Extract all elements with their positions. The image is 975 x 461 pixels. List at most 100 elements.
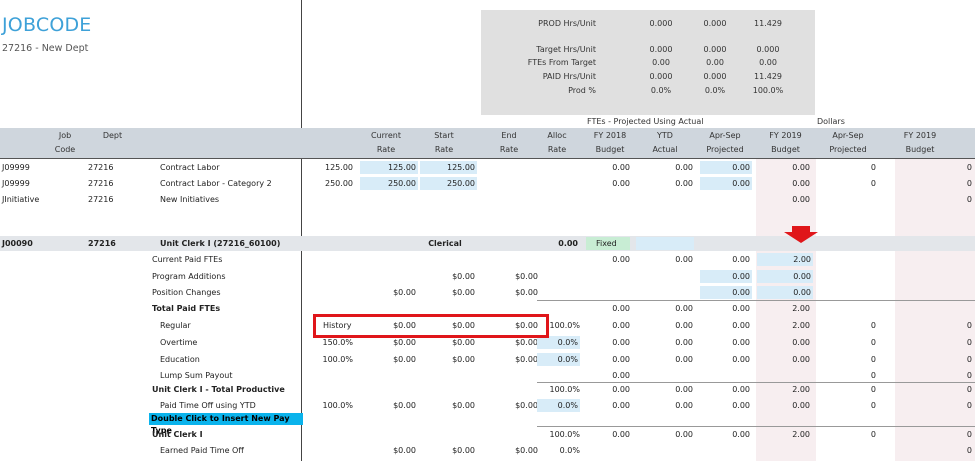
cell-text: 0.000 [703, 72, 727, 81]
table-cell: 100.0% [322, 401, 353, 410]
table-cell: History [323, 321, 352, 330]
table-cell: 0.00 [792, 163, 810, 172]
table-cell: Regular [160, 321, 191, 330]
alloc-rate-field[interactable]: 0.0% [537, 353, 580, 366]
col-header-fy2018-budget[interactable]: FY 2018 Budget [586, 129, 634, 157]
col-header-ytd-actual[interactable]: YTD Actual [640, 129, 690, 157]
start-rate-field[interactable]: 125.00 [420, 161, 477, 174]
table-cell: 0.00 [675, 163, 693, 172]
col-header-alloc-rate[interactable]: Alloc Rate [537, 129, 577, 157]
col-header-end-rate[interactable]: End Rate [478, 129, 540, 157]
table-cell: Lump Sum Payout [160, 371, 233, 380]
alloc-rate-field[interactable]: 0.0% [537, 336, 580, 349]
cell-text: Actual [652, 145, 678, 154]
table-cell: 0.00 [612, 255, 630, 264]
cell-text: End [501, 131, 517, 140]
cell-text: 0.000 [703, 19, 727, 28]
table-cell: 0.00 [675, 304, 693, 313]
col-header-dept[interactable]: Dept [90, 129, 135, 143]
table-cell: 0.00 [792, 195, 810, 204]
table-cell: J00090 [2, 239, 33, 248]
table-cell: $0.00 [452, 446, 475, 455]
cell-text: FY 2019 [769, 131, 802, 140]
table-cell: 0.00 [732, 321, 750, 330]
dollars-fy2019-column-shade [895, 159, 975, 461]
insert-pay-type-button[interactable]: Double Click to Insert New Pay Type [149, 413, 303, 435]
table-cell: 250.00 [325, 179, 353, 188]
cell-text: 11.429 [754, 72, 782, 81]
col-header-aprsep-projected[interactable]: Apr-Sep Projected [700, 129, 750, 157]
table-cell: 0.00 [612, 401, 630, 410]
column-header: Job Code Dept Current Rate Start Rate End Ra… [0, 128, 975, 158]
table-cell: $0.00 [452, 272, 475, 281]
cell-text: 0.0% [704, 86, 726, 95]
table-cell: $0.00 [393, 355, 416, 364]
table-cell: $0.00 [452, 321, 475, 330]
col-header-start-rate[interactable]: Start Rate [414, 129, 474, 157]
cell-text: Rate [547, 145, 567, 154]
projected-field[interactable]: 0.00 [700, 177, 752, 190]
summary-row: PROD Hrs/Unit 0.000 0.000 11.429 [481, 18, 815, 29]
table-cell: $0.00 [515, 288, 538, 297]
table-cell: 0 [966, 355, 972, 364]
projected-field[interactable]: 0.00 [700, 161, 752, 174]
highlight-box [313, 314, 549, 338]
table-cell: 0.00 [612, 304, 630, 313]
cell-text: Rate [434, 145, 454, 154]
table-cell: $0.00 [515, 321, 538, 330]
cell-text: 0.000 [649, 19, 673, 28]
cell-text: Job [58, 131, 72, 140]
cell-text: Budget [905, 145, 935, 154]
table-cell: New Initiatives [160, 195, 220, 204]
section-label-dollars: Dollars [817, 117, 845, 126]
cell-text: Apr-Sep [832, 131, 864, 140]
table-cell: Contract Labor [160, 163, 220, 172]
table-cell: 0 [870, 371, 876, 380]
table-cell: Contract Labor - Category 2 [160, 179, 272, 188]
cell-text: Budget [771, 145, 800, 154]
table-cell: $0.00 [515, 401, 538, 410]
col-header-job[interactable]: Job Code [40, 129, 90, 157]
cell-text: 0.000 [756, 45, 780, 54]
table-cell: 0 [870, 338, 876, 347]
red-arrow-down-icon [784, 226, 818, 243]
table-cell: 100.0% [549, 430, 580, 439]
col-header-fy2019-budget[interactable]: FY 2019 Budget [758, 129, 813, 157]
start-rate-field[interactable]: 250.00 [420, 177, 477, 190]
fy2019-budget-field[interactable]: 0.00 [757, 286, 813, 299]
table-cell: $0.00 [515, 446, 538, 455]
alloc-rate-field[interactable]: 0.0% [537, 399, 580, 412]
projected-field[interactable]: 0.00 [700, 270, 752, 283]
cell-text: YTD [657, 131, 673, 140]
col-header-current-rate[interactable]: Current Rate [360, 129, 412, 157]
table-cell: 2.00 [792, 304, 810, 313]
col-header-dollars-aprsep[interactable]: Apr-Sep Projected [818, 129, 878, 157]
table-cell: 150.0% [322, 338, 353, 347]
table-cell: 0.00 [732, 401, 750, 410]
table-cell: 0.00 [675, 255, 693, 264]
current-rate-field[interactable]: 125.00 [360, 161, 418, 174]
table-cell: 0.00 [612, 430, 630, 439]
projected-field[interactable]: 0.00 [700, 286, 752, 299]
summary-row: Prod % 0.0% 0.0% 100.0% [481, 85, 815, 96]
table-cell: $0.00 [515, 355, 538, 364]
fy2019-budget-field[interactable]: 2.00 [757, 253, 813, 266]
table-cell: 27216 [88, 179, 114, 188]
col-header-dollars-fy2019[interactable]: FY 2019 Budget [890, 129, 950, 157]
status-entry-field[interactable] [636, 237, 694, 250]
fy2019-budget-field[interactable]: 0.00 [757, 270, 813, 283]
table-cell: 0 [966, 401, 972, 410]
table-cell: Earned Paid Time Off [160, 446, 244, 455]
cell-text: 0.000 [649, 72, 673, 81]
group-header-row[interactable]: J00090 27216 Unit Clerk I (27216_60100) … [0, 236, 975, 251]
fixed-status[interactable]: Fixed [586, 237, 630, 250]
table-cell: 2.00 [792, 321, 810, 330]
table-cell: 0.00 [732, 304, 750, 313]
table-cell: 0.00 [612, 385, 630, 394]
table-cell: 0 [966, 371, 972, 380]
table-cell: 27216 [88, 163, 114, 172]
table-cell: J09999 [2, 179, 30, 188]
cell-text: 11.429 [754, 19, 782, 28]
table-cell: 0 [966, 195, 972, 204]
current-rate-field[interactable]: 250.00 [360, 177, 418, 190]
